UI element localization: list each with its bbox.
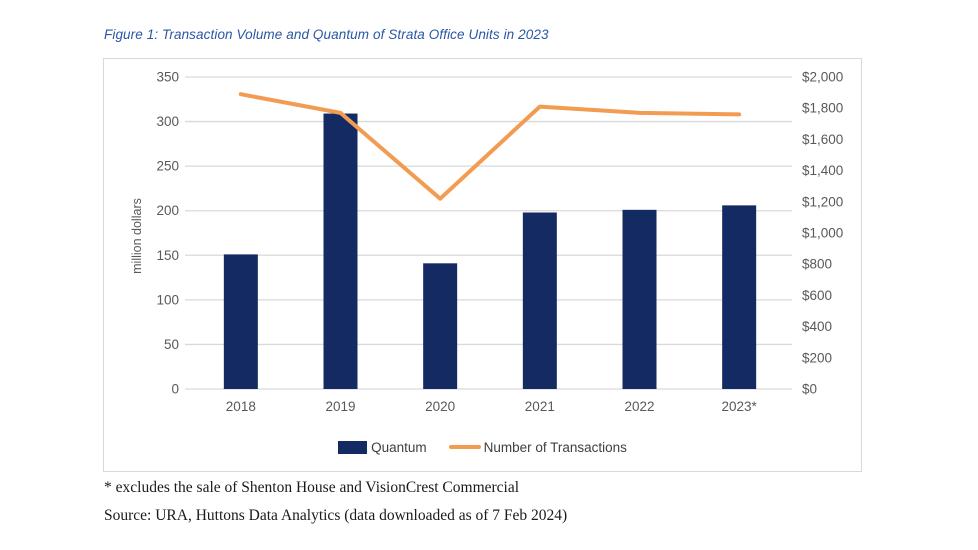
bar-2022: [622, 209, 657, 389]
right-axis-tick-label: $2,000: [802, 70, 843, 85]
x-axis-category-label: 2022: [624, 399, 654, 414]
left-axis-tick-label: 200: [156, 203, 179, 218]
left-axis-tick-label: 350: [156, 70, 179, 85]
left-axis-tick-label: 100: [156, 292, 179, 307]
chart-plot-area: 350 300 250 200 150 100 50 0 $2,000 $1,800 $1,600 $…: [156, 70, 843, 415]
left-axis-tick-label: 150: [156, 248, 179, 263]
left-axis-tick-label: 300: [156, 114, 179, 129]
legend-label: Quantum: [371, 439, 427, 455]
chart-panel: 350 300 250 200 150 100 50 0 $2,000 $1,800 $1,600 $…: [103, 58, 862, 472]
bar-2021: [522, 212, 557, 389]
left-axis-tick-label: 250: [156, 159, 179, 174]
x-axis-category-label: 2020: [425, 399, 455, 414]
legend-line-swatch: [448, 445, 481, 449]
x-axis-category-label: 2018: [226, 399, 256, 414]
bar-2018: [223, 254, 258, 389]
right-axis-tick-label: $1,800: [802, 101, 843, 116]
x-axis-category-label: 2023*: [722, 399, 758, 414]
source-line: Source: URA, Huttons Data Analytics (dat…: [104, 507, 568, 524]
figure-title: Figure 1: Transaction Volume and Quantum…: [104, 27, 549, 42]
legend-bar-swatch: [338, 440, 368, 454]
footnote: * excludes the sale of Shenton House and…: [104, 479, 520, 496]
left-axis-title: million dollars: [130, 198, 144, 274]
chart-legend: Quantum Number of Transactions: [104, 437, 861, 457]
right-axis-tick-label: $800: [802, 257, 832, 272]
right-axis-tick-label: $1,400: [802, 163, 843, 178]
x-axis-category-label: 2021: [525, 399, 555, 414]
bar-2020: [423, 263, 458, 389]
right-axis-tick-label: $200: [802, 350, 832, 365]
bar-2019: [323, 113, 358, 389]
transactions-line: [238, 92, 742, 201]
left-axis-tick-label: 50: [164, 337, 179, 352]
legend-item-quantum: Quantum: [338, 440, 427, 455]
right-axis-tick-label: $1,200: [802, 194, 843, 209]
right-axis-tick-label: $600: [802, 288, 832, 303]
right-axis-tick-label: $1,000: [802, 226, 843, 241]
legend-item-number-of-transactions: Number of Transactions: [448, 439, 627, 455]
right-axis-tick-label: $400: [802, 319, 832, 334]
right-axis-tick-label: $1,600: [802, 132, 843, 147]
x-axis-category-label: 2019: [325, 399, 355, 414]
legend-label: Number of Transactions: [483, 439, 627, 455]
left-axis-tick-label: 0: [171, 382, 179, 397]
bar-2023*: [722, 205, 757, 389]
right-axis-tick-label: $0: [802, 382, 817, 397]
